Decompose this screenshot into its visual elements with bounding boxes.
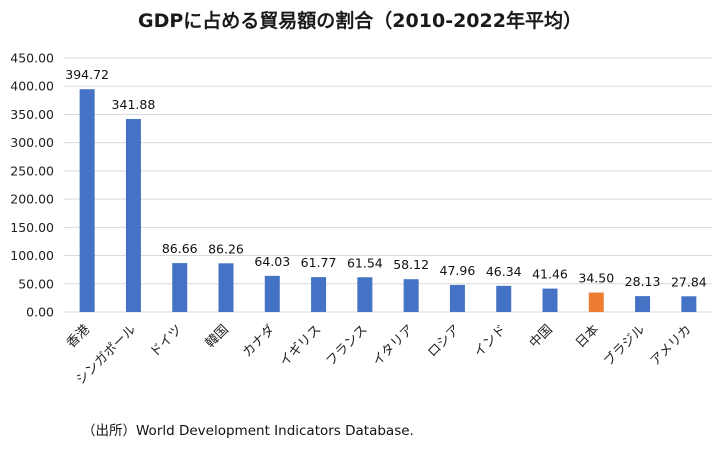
bars — [79, 89, 697, 313]
category-label: 香港 — [64, 322, 93, 351]
bar — [79, 89, 95, 313]
y-tick-label: 450.00 — [10, 51, 54, 66]
data-label: 34.50 — [578, 271, 614, 286]
data-label: 64.03 — [254, 254, 290, 269]
data-label: 27.84 — [671, 274, 707, 289]
data-label: 28.13 — [625, 274, 661, 289]
category-label: インド — [471, 322, 509, 360]
bar — [125, 119, 141, 312]
data-label: 86.66 — [162, 241, 198, 256]
bar — [542, 288, 558, 312]
data-label: 58.12 — [393, 257, 429, 272]
category-label: アメリカ — [648, 322, 695, 369]
category-label: 中国 — [527, 322, 556, 351]
bar — [496, 285, 512, 312]
data-label: 47.96 — [440, 263, 476, 278]
category-label: カナダ — [240, 322, 278, 360]
bar — [264, 275, 280, 312]
data-label: 61.54 — [347, 255, 383, 270]
y-tick-label: 150.00 — [10, 220, 54, 235]
bar — [635, 296, 651, 312]
category-label: 韓国 — [203, 322, 232, 351]
bar — [172, 263, 188, 312]
bar — [311, 277, 327, 312]
data-label: 41.46 — [532, 267, 568, 282]
y-tick-label: 50.00 — [18, 276, 54, 291]
bar — [449, 284, 465, 312]
y-tick-label: 200.00 — [10, 192, 54, 207]
category-label: ドイツ — [147, 322, 185, 360]
y-tick-label: 300.00 — [10, 135, 54, 150]
bar — [588, 292, 604, 312]
y-tick-label: 250.00 — [10, 163, 54, 178]
y-axis-ticks: 0.00 50.00 100.00 150.00 200.00 250.00 300.00 3… — [10, 51, 54, 320]
bar — [403, 279, 419, 312]
y-tick-label: 100.00 — [10, 248, 54, 263]
category-label: イタリア — [370, 322, 417, 369]
gridlines — [64, 57, 712, 313]
y-tick-label: 400.00 — [10, 79, 54, 94]
data-label: 61.77 — [301, 255, 337, 270]
data-label: 86.26 — [208, 241, 244, 256]
bar — [218, 263, 234, 312]
category-label: フランス — [323, 322, 370, 369]
category-label: 日本 — [573, 322, 602, 351]
data-label: 394.72 — [65, 67, 109, 82]
bar — [357, 277, 373, 312]
category-label: ブラジル — [600, 322, 648, 370]
y-tick-label: 0.00 — [26, 305, 54, 320]
category-label: ロシア — [425, 322, 463, 360]
data-label: 341.88 — [112, 97, 156, 112]
y-tick-label: 350.00 — [10, 107, 54, 122]
chart-title: GDPに占める貿易額の割合（2010-2022年平均） — [138, 10, 582, 32]
bar — [681, 296, 697, 312]
category-label: イギリス — [277, 322, 324, 369]
data-label: 46.34 — [486, 264, 522, 279]
source-note: （出所）World Development Indicators Databas… — [82, 423, 414, 439]
